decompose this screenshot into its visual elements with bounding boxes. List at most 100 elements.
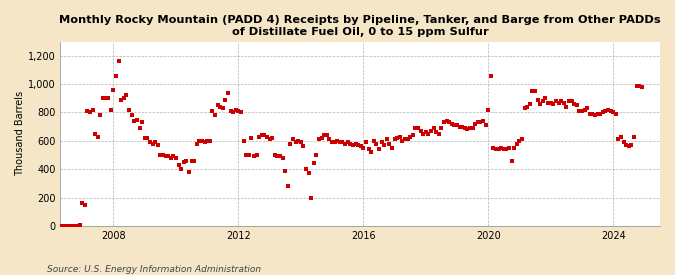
Point xyxy=(415,129,426,133)
Point xyxy=(82,109,93,113)
Point xyxy=(77,201,88,205)
Point xyxy=(592,112,603,116)
Point xyxy=(111,73,122,78)
Point xyxy=(335,140,346,144)
Point xyxy=(624,144,634,149)
Point xyxy=(402,137,413,142)
Point xyxy=(350,141,361,146)
Point xyxy=(168,154,179,159)
Point xyxy=(373,147,384,152)
Point xyxy=(321,133,332,137)
Point xyxy=(269,153,280,157)
Point xyxy=(108,87,119,92)
Point xyxy=(597,110,608,115)
Point xyxy=(493,147,504,152)
Point xyxy=(433,131,444,136)
Point xyxy=(251,153,262,157)
Point xyxy=(236,110,246,115)
Point xyxy=(205,139,215,143)
Point xyxy=(405,134,416,139)
Point xyxy=(369,139,379,143)
Point xyxy=(157,153,168,157)
Point xyxy=(134,126,145,130)
Point xyxy=(74,223,85,227)
Point xyxy=(150,140,161,144)
Point xyxy=(551,99,562,103)
Point xyxy=(498,147,509,152)
Point xyxy=(360,140,371,144)
Point xyxy=(277,156,288,160)
Point xyxy=(209,113,220,117)
Point xyxy=(446,122,457,126)
Point xyxy=(457,124,468,129)
Point xyxy=(48,224,59,228)
Point xyxy=(51,224,61,228)
Point xyxy=(545,100,556,105)
Point xyxy=(488,146,499,150)
Point xyxy=(129,119,140,123)
Point xyxy=(329,140,340,144)
Point xyxy=(233,109,244,113)
Point xyxy=(282,184,293,188)
Point xyxy=(163,154,173,159)
Point xyxy=(353,143,364,147)
Point xyxy=(116,97,127,102)
Point xyxy=(92,134,103,139)
Point xyxy=(454,124,465,129)
Point xyxy=(491,147,502,152)
Point xyxy=(66,224,77,228)
Point xyxy=(178,160,189,164)
Point xyxy=(516,137,527,142)
Point xyxy=(308,161,319,166)
Point xyxy=(64,224,75,228)
Point xyxy=(137,120,148,125)
Point xyxy=(379,143,389,147)
Point xyxy=(87,108,98,112)
Point xyxy=(59,224,70,228)
Point xyxy=(160,154,171,159)
Point xyxy=(561,104,572,109)
Point xyxy=(452,123,462,127)
Point xyxy=(61,224,72,228)
Point xyxy=(475,120,486,125)
Point xyxy=(576,109,587,113)
Point xyxy=(556,99,566,103)
Point xyxy=(317,136,327,140)
Point xyxy=(285,141,296,146)
Point xyxy=(400,137,410,142)
Point xyxy=(248,154,259,159)
Point xyxy=(524,102,535,106)
Point xyxy=(121,93,132,98)
Point xyxy=(241,153,252,157)
Point xyxy=(460,126,470,130)
Point xyxy=(227,110,238,115)
Point xyxy=(173,163,184,167)
Point xyxy=(46,224,57,228)
Point xyxy=(220,97,231,102)
Point xyxy=(189,158,200,163)
Point xyxy=(300,167,311,171)
Point xyxy=(582,106,593,110)
Point xyxy=(363,147,374,152)
Point xyxy=(540,96,551,100)
Point xyxy=(342,140,353,144)
Point xyxy=(504,146,514,150)
Point xyxy=(366,150,377,154)
Point xyxy=(101,96,111,100)
Point xyxy=(246,136,256,140)
Point xyxy=(381,137,392,142)
Point xyxy=(605,109,616,113)
Point xyxy=(207,109,218,113)
Point xyxy=(519,106,530,110)
Point xyxy=(332,139,343,143)
Point xyxy=(418,131,429,136)
Point xyxy=(533,97,543,102)
Point xyxy=(421,130,431,134)
Point xyxy=(470,122,481,126)
Point xyxy=(608,110,618,115)
Point xyxy=(290,140,301,144)
Point xyxy=(69,224,80,228)
Point xyxy=(306,195,317,200)
Title: Monthly Rocky Mountain (PADD 4) Receipts by Pipeline, Tanker, and Barge from Oth: Monthly Rocky Mountain (PADD 4) Receipts… xyxy=(59,15,661,37)
Point xyxy=(72,224,82,228)
